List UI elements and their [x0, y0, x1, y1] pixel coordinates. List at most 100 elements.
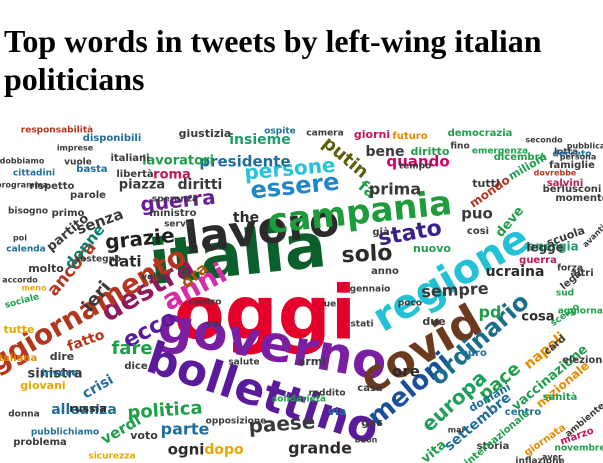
word-cloud-word: decreto [553, 150, 592, 160]
word-cloud-word: altri [570, 268, 593, 279]
word-cloud-word: tutte [3, 323, 34, 336]
word-cloud-word: ospite [264, 127, 295, 137]
word-cloud-word: grande [288, 439, 352, 458]
word-cloud-word: dicembre [494, 152, 547, 163]
word-cloud-word: ogni [168, 441, 205, 459]
word-cloud-word: bisogno [8, 207, 48, 217]
word-cloud-word: molto [28, 262, 64, 275]
word-cloud-word: ministro [150, 208, 197, 219]
word-cloud-word: così [467, 225, 489, 237]
word-cloud-word: guerra [519, 255, 557, 266]
word-cloud-word: ore [392, 363, 420, 381]
word-cloud-word: nuovo [413, 242, 451, 255]
word-cloud-word: invece [42, 368, 79, 379]
word-cloud-word: legge [526, 241, 564, 255]
word-cloud-word: salute [228, 358, 259, 368]
word-cloud-word: calenda [6, 245, 46, 255]
word-cloud-word: sempre [421, 279, 489, 302]
word-cloud-word: persona [560, 153, 596, 162]
word-cloud-word: sanità [543, 391, 578, 403]
word-cloud-word: donna [8, 410, 40, 420]
word-cloud-word: prima [369, 180, 421, 199]
word-cloud-word: the [233, 210, 259, 226]
word-cloud-word: vuole [64, 158, 92, 168]
word-cloud-word: russia [69, 402, 107, 415]
word-cloud-word: primo [52, 208, 85, 219]
word-cloud-word: pd [479, 303, 502, 322]
word-cloud-word: futuro [392, 131, 427, 142]
word-cloud-word: inflazione [515, 457, 564, 463]
word-cloud-word: due [422, 315, 445, 328]
word-cloud-word: voi [206, 320, 221, 330]
word-cloud-word: giovani [20, 379, 65, 392]
word-cloud-word: solo [341, 241, 393, 269]
word-cloud-word: via [328, 405, 346, 418]
word-cloud-word: dire [50, 350, 75, 363]
word-cloud-word: presidente [199, 153, 290, 171]
word-cloud-word: sud [556, 289, 574, 299]
word-cloud-word: cittadini [13, 169, 55, 179]
word-cloud-word: fino [450, 142, 469, 152]
word-cloud-word: cosa [521, 310, 554, 325]
word-cloud-word: già [372, 226, 389, 238]
word-cloud-word: salvini [547, 178, 584, 189]
word-cloud-word: storia [477, 441, 510, 452]
word-cloud-word: berlusconi [543, 184, 602, 195]
word-cloud-word: pubblica [567, 142, 603, 151]
word-cloud-word: solidarietà [272, 395, 326, 405]
word-cloud-word: libertà [116, 168, 153, 180]
word-cloud-word: giorni [354, 128, 390, 141]
word-cloud-word: sicurezza [88, 452, 135, 462]
word-cloud-word: parte [161, 420, 210, 439]
word-cloud-word: diritti [178, 177, 223, 193]
word-cloud-word: contro [189, 298, 222, 308]
word-cloud: oggi italia governo bollettino lavoro campani… [0, 118, 603, 463]
word-cloud-word: crisi [80, 372, 117, 402]
word-cloud-word: puo [461, 205, 493, 223]
word-cloud-word: momento [555, 193, 603, 204]
word-cloud-word: dovrebbe [534, 169, 577, 178]
word-cloud-word: oggi [174, 271, 356, 357]
word-cloud-word: meno [22, 284, 47, 293]
word-cloud-word: forza [557, 264, 583, 274]
word-cloud-word: italiana [0, 353, 37, 364]
word-cloud-word: sociale [4, 292, 41, 311]
word-cloud-word: euro [461, 348, 487, 359]
word-cloud-word: quando [386, 153, 449, 171]
word-cloud-word: politica [127, 397, 203, 423]
word-cloud-word: fare [111, 338, 152, 359]
word-cloud-word: anno [371, 266, 399, 277]
page-title: Top words in tweets by left-wing italian… [4, 23, 542, 97]
word-cloud-word: alleanza [51, 402, 117, 418]
word-cloud-word: ucraina [486, 264, 545, 280]
word-cloud-word: lavoratori [142, 154, 214, 169]
word-cloud-word: tempo [399, 162, 431, 172]
word-cloud-word: programma [0, 181, 48, 190]
word-cloud-word: opposizione [206, 417, 267, 427]
word-cloud-word: sinistra [27, 367, 82, 382]
word-cloud-word: diritto [411, 145, 450, 158]
word-cloud-word: serve [164, 220, 192, 230]
word-cloud-word: gennaio [350, 285, 391, 295]
word-cloud-word: lotta [554, 148, 578, 158]
word-cloud-word: sostegno [75, 255, 121, 265]
word-cloud-word: poco [398, 299, 422, 309]
word-cloud-word: secondo [525, 136, 563, 145]
word-cloud-word: parole [70, 190, 106, 201]
word-cloud-word: accordo [2, 276, 38, 285]
word-cloud-word: elezioni [562, 355, 603, 366]
word-cloud-canvas: oggiitaliagovernobollettinolavorocampani… [0, 126, 603, 463]
word-cloud-word: dobbiamo [0, 157, 45, 166]
word-cloud-word: emergenza [472, 147, 528, 157]
word-cloud-word: gas [361, 416, 383, 429]
word-cloud-word: volta [141, 273, 167, 283]
word-cloud-word: problema [13, 437, 67, 448]
word-cloud-word: novembre [555, 444, 603, 454]
word-cloud-word: aggiornati [558, 307, 603, 317]
word-cloud-word: camera [306, 129, 343, 139]
word-cloud-word: stati [350, 320, 373, 330]
word-cloud-word: dopo [204, 442, 244, 458]
word-cloud-word: energia [527, 240, 579, 254]
word-cloud-word: famiglie [549, 160, 595, 171]
word-cloud-word: ue [324, 300, 337, 310]
